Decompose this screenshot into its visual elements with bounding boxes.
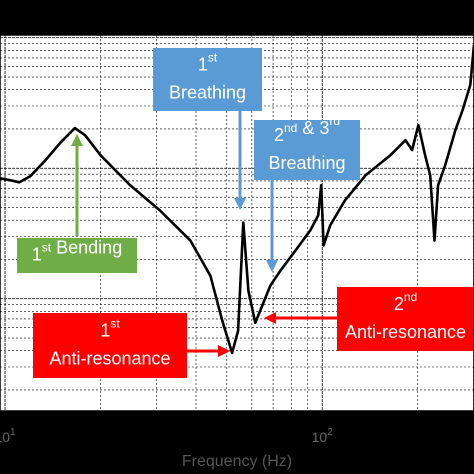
annotation-text: Anti-resonance [49,348,170,368]
arrow-head [218,345,230,357]
annotation-box [337,287,474,351]
curve-layer [0,44,474,355]
text-segment: Breathing [169,82,246,102]
x-axis-label: Frequency (Hz) [182,453,292,470]
tick-exponent: 2 [327,427,333,438]
annotation-text: 2nd & 3rd [274,114,340,145]
superscript: st [42,241,52,255]
text-segment: Bending [51,237,122,257]
text-segment: Anti-resonance [49,348,170,368]
annotation-text: 1st Bending [32,237,122,264]
superscript: nd [404,290,417,304]
x-tick-label: 101 [0,427,16,445]
arrow-head [71,134,83,146]
annotation-text: Breathing [169,82,246,102]
text-segment: 2 [274,125,284,145]
text-segment: 1 [100,320,110,340]
x-tick-label: 102 [312,427,334,445]
text-segment: Anti-resonance [345,322,466,342]
annotation-text: Anti-resonance [345,322,466,342]
tick-base: 10 [312,429,328,445]
annotation-box [33,313,187,378]
annotation-box [153,48,262,111]
plot-frame [0,34,474,412]
annotation-text: 2nd [394,290,417,314]
superscript: st [208,51,218,65]
annotation-text: 1st [198,51,218,75]
superscript: nd [284,121,297,135]
tick-base: 10 [0,429,10,445]
text-segment: & 3 [297,118,329,138]
text-segment: 1 [32,244,42,264]
arrow-head [234,198,246,210]
annotation-box [254,120,360,180]
arrow-head [266,260,278,272]
text-segment: Breathing [268,153,345,173]
arrow-head [264,312,276,324]
text-segment: 1 [198,54,208,74]
annotation-box [17,238,137,273]
superscript: st [110,317,120,331]
response-curve [0,44,474,355]
superscript: rd [329,114,340,128]
text-segment: 2 [394,294,404,314]
annotation-text: 1st [100,317,120,341]
tick-exponent: 1 [10,427,16,438]
annotation-text: Breathing [268,153,345,173]
